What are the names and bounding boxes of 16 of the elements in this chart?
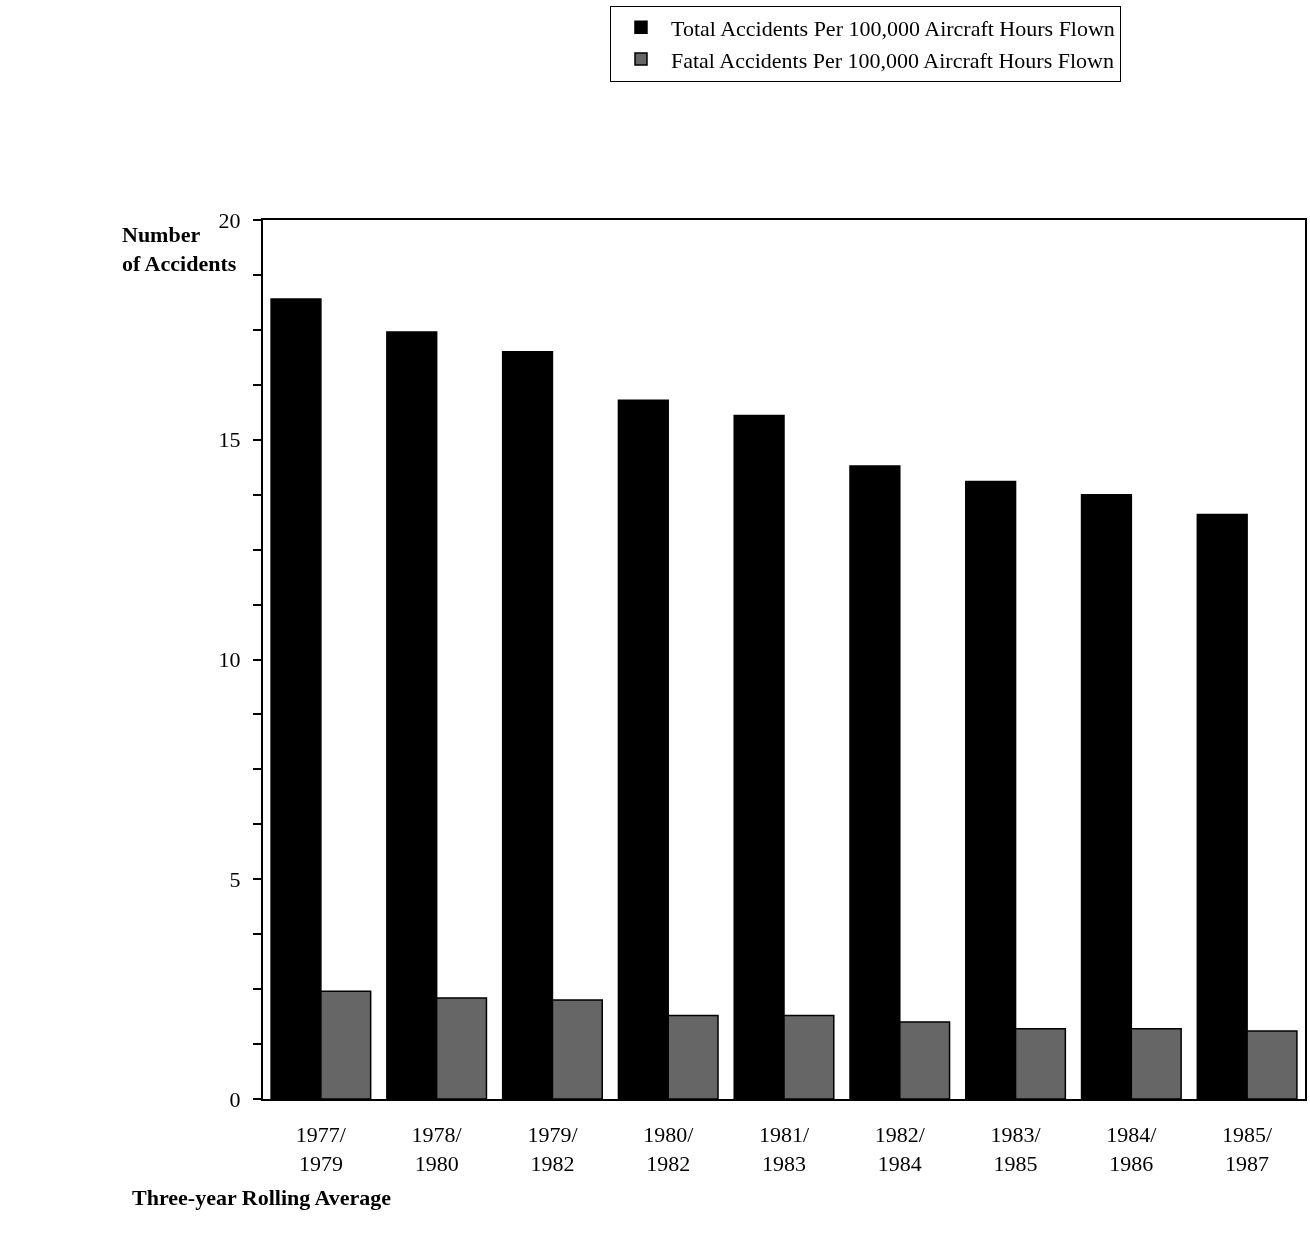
- x-tick-label: 1980/1982: [643, 1122, 695, 1176]
- y-tick-label: 5: [229, 866, 241, 892]
- x-tick-label: 1982/1984: [874, 1122, 926, 1176]
- x-tick-label: 1977/1979: [295, 1122, 347, 1176]
- x-tick-label: 1984/1986: [1106, 1122, 1158, 1176]
- y-tick-label: 0: [229, 1086, 241, 1112]
- legend-label: Total Accidents Per 100,000 Aircraft Hours Flown: [670, 15, 1115, 41]
- legend-label: Fatal Accidents Per 100,000 Aircraft Hours Flown: [670, 47, 1114, 73]
- x-axis-title: Three-year Rolling Average: [132, 1185, 392, 1210]
- x-tick-label: 1985/1987: [1222, 1122, 1274, 1176]
- x-tick-label: 1983/1985: [990, 1122, 1042, 1176]
- x-tick-label: 1979/1982: [527, 1122, 579, 1176]
- y-tick-label: 10: [218, 647, 241, 673]
- x-tick-label: 1981/1983: [758, 1122, 810, 1176]
- y-tick-label: 15: [218, 427, 241, 453]
- x-tick-label: 1978/1980: [411, 1122, 463, 1176]
